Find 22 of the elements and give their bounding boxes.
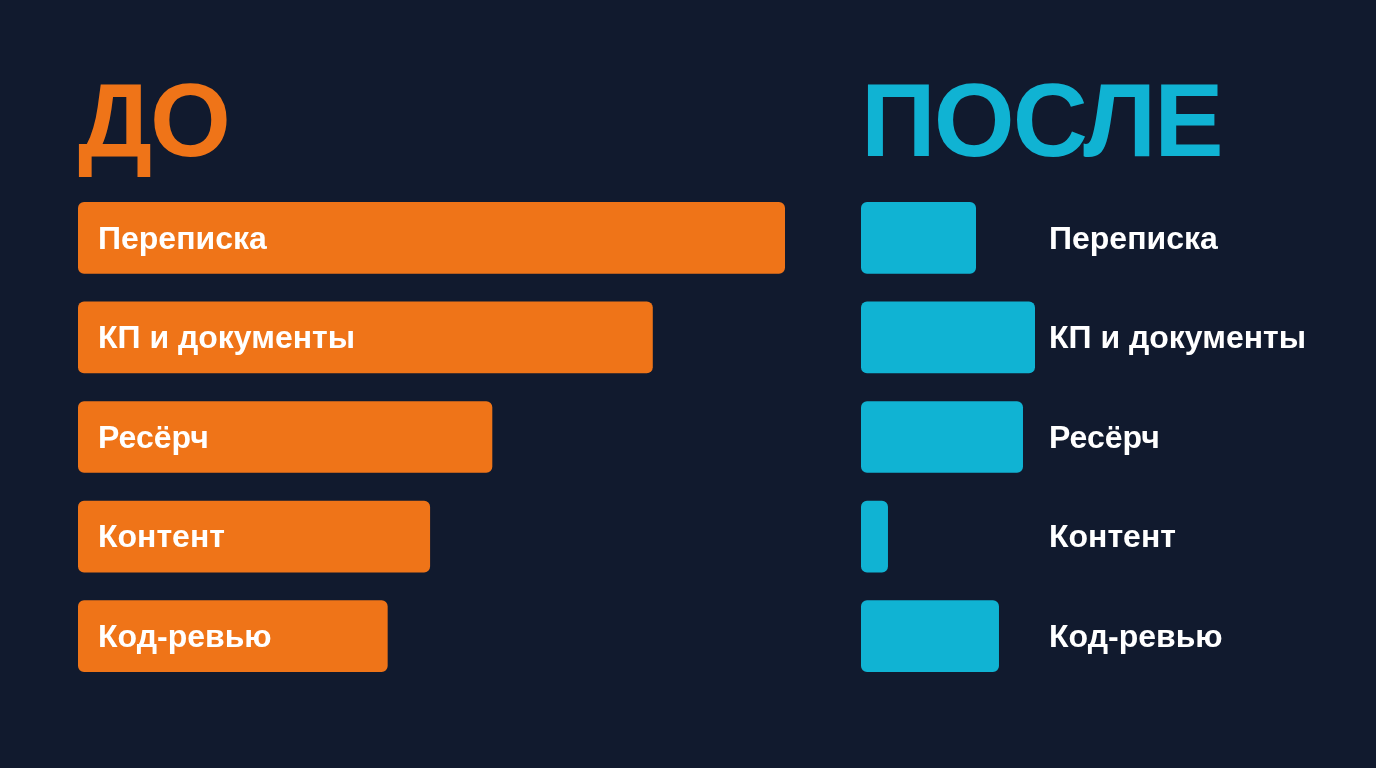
bar: [861, 201, 977, 274]
y-tick-label: Код-ревью: [98, 618, 272, 655]
y-tick-label: КП и документы: [1049, 319, 1307, 356]
y-tick-label: Контент: [98, 518, 225, 555]
bar: [861, 301, 1035, 374]
y-tick-label: Контент: [1049, 518, 1176, 555]
chart-title: ДО: [78, 62, 230, 180]
y-tick-label: Код-ревью: [1049, 618, 1223, 655]
bar: [78, 301, 653, 374]
bar: [861, 500, 888, 573]
y-tick-label: Переписка: [98, 219, 267, 256]
bar: [861, 401, 1023, 473]
chart-title: ПОСЛЕ: [861, 62, 1223, 180]
bar: [78, 201, 785, 274]
y-tick-label: Ресёрч: [1049, 418, 1160, 455]
y-tick-label: Ресёрч: [98, 418, 209, 455]
bar: [861, 600, 999, 673]
y-tick-label: Переписка: [1049, 219, 1218, 256]
bar: [78, 600, 388, 673]
bar: [78, 401, 493, 473]
y-tick-label: КП и документы: [98, 319, 356, 356]
bar: [78, 500, 431, 573]
